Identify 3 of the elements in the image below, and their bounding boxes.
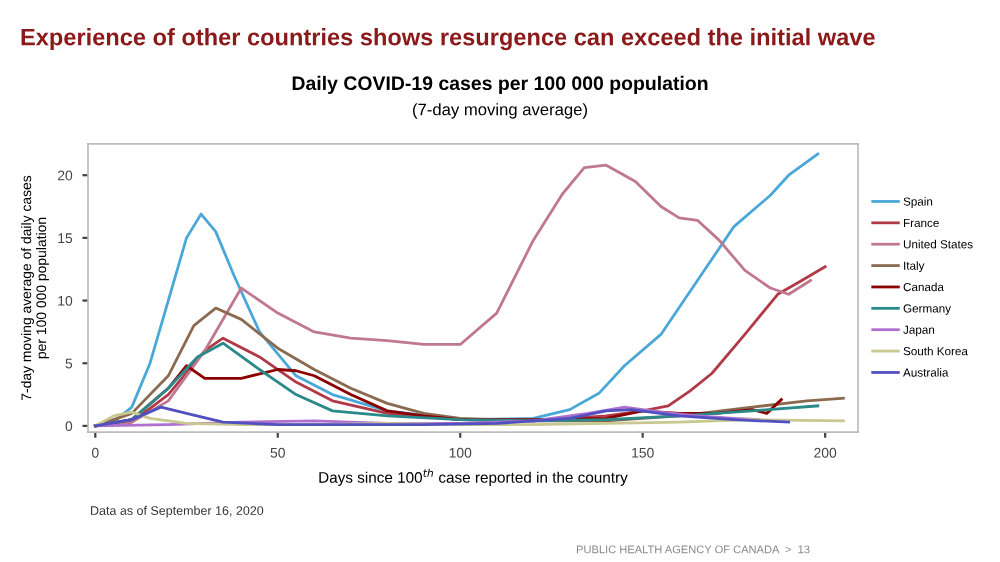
chart-subtitle: (7-day moving average) xyxy=(413,103,587,119)
chart-title: Daily COVID-19 cases per 100 000 population xyxy=(292,75,708,94)
text: Experience of other countries shows resurgence can exceed the initial wave xyxy=(21,28,875,51)
